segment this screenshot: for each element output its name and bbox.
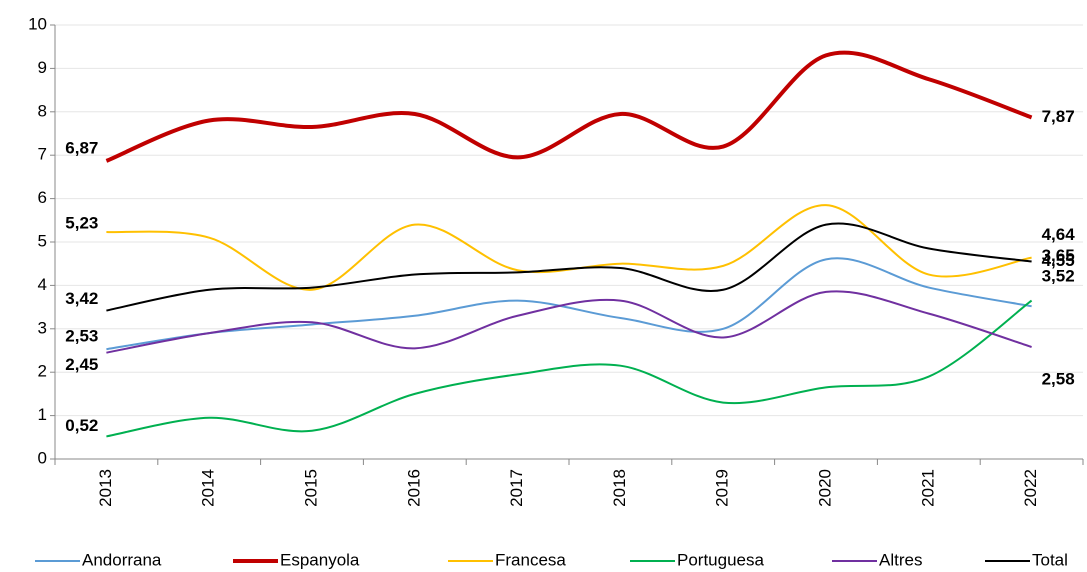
x-tick-label: 2013 bbox=[96, 469, 115, 507]
legend-item: Altres bbox=[832, 550, 922, 569]
y-tick-label: 8 bbox=[38, 101, 47, 120]
legend-label: Total bbox=[1032, 550, 1068, 569]
value-label: 3,52 bbox=[1042, 267, 1075, 286]
value-label: 7,87 bbox=[1042, 107, 1075, 126]
y-tick-label: 0 bbox=[38, 448, 47, 467]
value-label: 4,64 bbox=[1042, 225, 1076, 244]
value-label: 3,65 bbox=[1042, 246, 1075, 265]
value-label: 6,87 bbox=[65, 138, 98, 157]
legend-item: Portuguesa bbox=[630, 550, 764, 569]
legend-label: Altres bbox=[879, 550, 922, 569]
y-tick-label: 1 bbox=[38, 405, 47, 424]
series-line bbox=[106, 257, 1032, 351]
y-tick-label: 9 bbox=[38, 58, 47, 77]
x-tick-label: 2021 bbox=[918, 469, 937, 507]
series-line bbox=[106, 290, 1032, 354]
legend-item: Andorrana bbox=[35, 550, 162, 569]
x-tick-label: 2020 bbox=[815, 469, 834, 507]
x-tick-label: 2014 bbox=[199, 469, 218, 507]
legend-label: Andorrana bbox=[82, 550, 162, 569]
legend-label: Francesa bbox=[495, 550, 566, 569]
value-label: 2,58 bbox=[1042, 370, 1075, 389]
x-tick-label: 2017 bbox=[507, 469, 526, 507]
x-tick-label: 2022 bbox=[1021, 469, 1040, 507]
y-tick-label: 4 bbox=[38, 275, 47, 294]
y-tick-label: 5 bbox=[38, 231, 47, 250]
value-label: 5,23 bbox=[65, 214, 98, 233]
y-tick-label: 7 bbox=[38, 145, 47, 164]
series-line bbox=[105, 50, 1033, 163]
legend-label: Portuguesa bbox=[677, 550, 764, 569]
x-tick-label: 2015 bbox=[301, 469, 320, 507]
x-tick-label: 2018 bbox=[610, 469, 629, 507]
series-line bbox=[106, 222, 1032, 312]
y-tick-label: 6 bbox=[38, 188, 47, 207]
y-tick-label: 3 bbox=[38, 318, 47, 337]
legend-item: Total bbox=[985, 550, 1068, 569]
y-tick-label: 10 bbox=[28, 14, 47, 33]
x-tick-label: 2016 bbox=[404, 469, 423, 507]
value-label: 4,55 bbox=[1042, 251, 1075, 270]
legend-item: Francesa bbox=[448, 550, 566, 569]
series-line bbox=[106, 204, 1032, 291]
value-label: 2,53 bbox=[65, 327, 98, 346]
legend-item: Espanyola bbox=[233, 550, 360, 569]
value-label: 2,45 bbox=[65, 355, 98, 374]
legend-label: Espanyola bbox=[280, 550, 360, 569]
x-tick-label: 2019 bbox=[713, 469, 732, 507]
value-label: 3,42 bbox=[65, 289, 98, 308]
value-label: 0,52 bbox=[65, 416, 98, 435]
y-tick-label: 2 bbox=[38, 362, 47, 381]
series-line bbox=[106, 299, 1033, 438]
